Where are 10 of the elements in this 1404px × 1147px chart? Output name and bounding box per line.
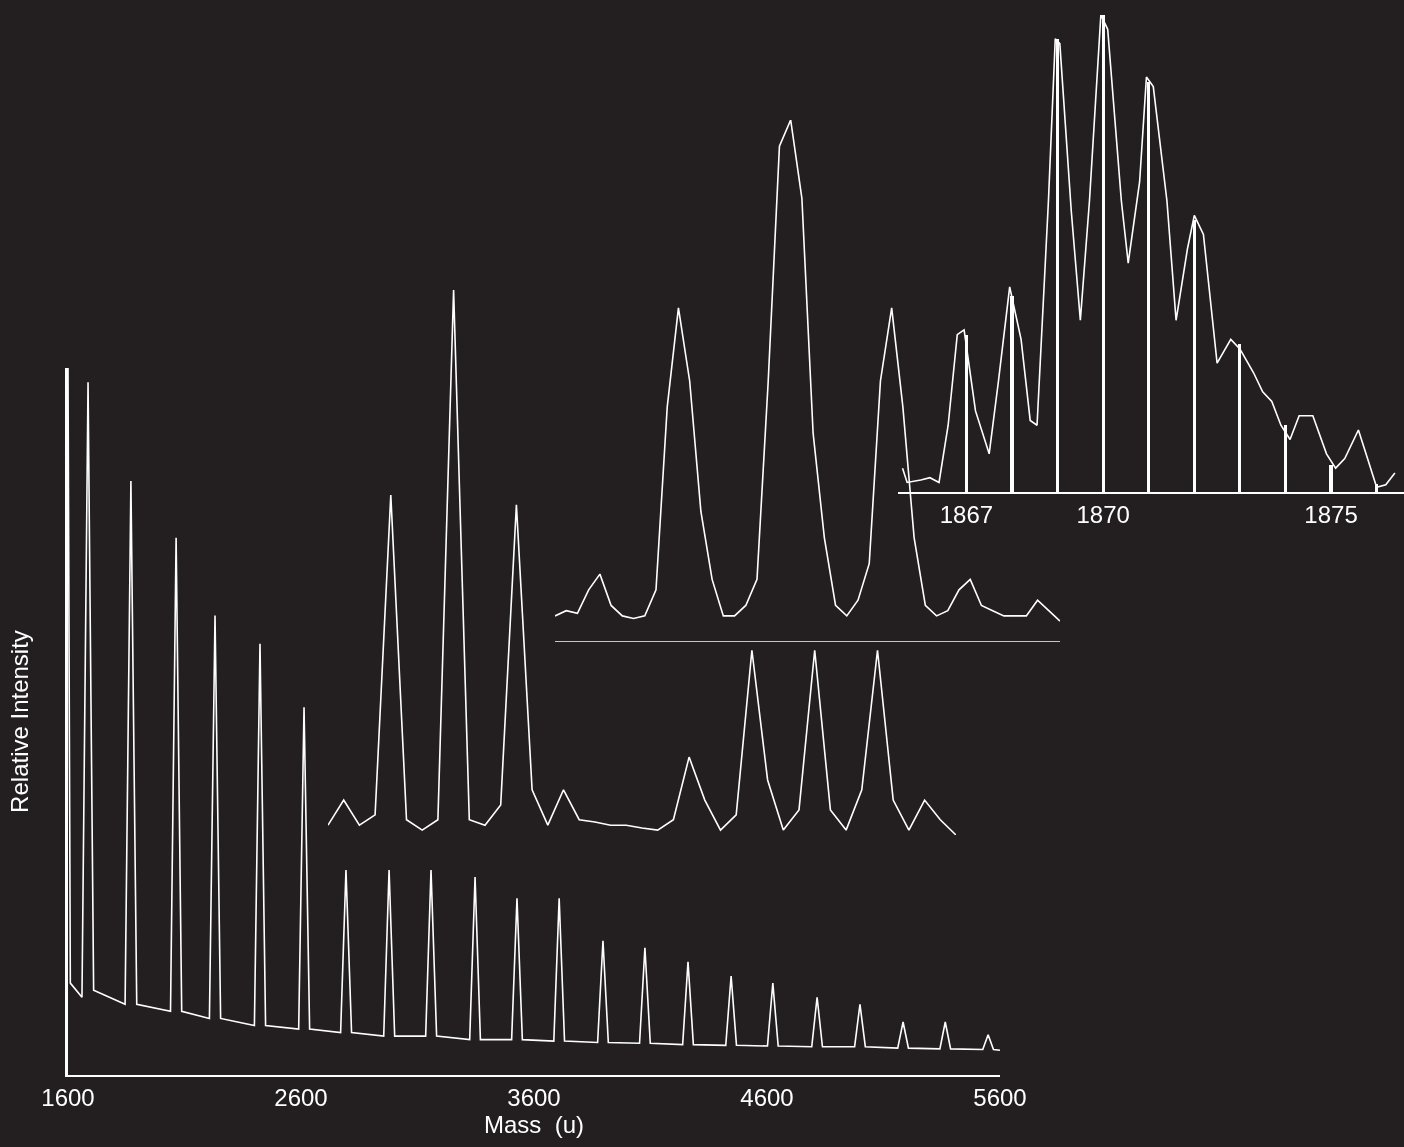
x-tick-label: 1875 xyxy=(1304,500,1358,528)
x-tick-label: 1867 xyxy=(939,500,994,528)
x-tick-label: 3600 xyxy=(507,1083,561,1111)
x-tick-label: 1870 xyxy=(1076,500,1130,528)
y-axis-title: Relative Intensity xyxy=(6,630,34,813)
x-tick-label: 4600 xyxy=(740,1083,794,1111)
x-tick-label: 2600 xyxy=(274,1083,328,1111)
x-tick-label: 5600 xyxy=(973,1083,1027,1111)
x-tick-label: 1600 xyxy=(41,1083,95,1111)
x-axis-title: Mass (u) xyxy=(483,1110,585,1138)
